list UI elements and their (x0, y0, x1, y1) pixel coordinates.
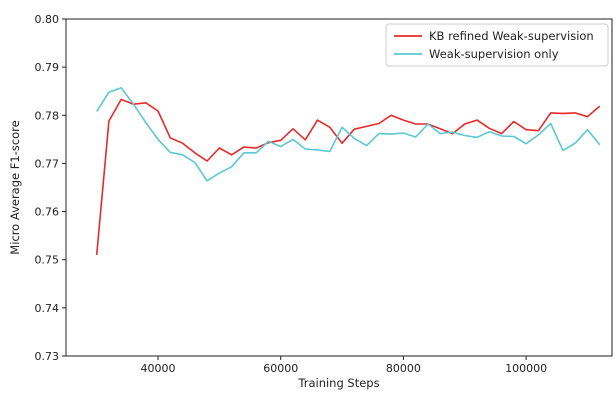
x-tick-label: 80000 (386, 362, 421, 375)
x-tick-label: 60000 (263, 362, 298, 375)
y-tick-label: 0.75 (35, 254, 60, 267)
y-tick-label: 0.74 (35, 302, 60, 315)
legend: KB refined Weak-supervision Weak-supervis… (385, 23, 609, 67)
legend-box (385, 23, 609, 67)
y-axis-label: Micro Average F1-score (8, 120, 22, 254)
x-axis-ticks: 40000 60000 80000 100000 (141, 356, 547, 375)
plot-area (65, 18, 613, 357)
series-line-1 (95, 98, 601, 255)
y-tick-label: 0.76 (35, 206, 60, 219)
series-line-2 (96, 87, 601, 182)
x-tick-label: 40000 (141, 362, 176, 375)
legend-label-2: Weak-supervision only (429, 47, 559, 61)
y-tick-label: 0.73 (35, 350, 60, 363)
y-tick-label: 0.79 (35, 61, 60, 74)
y-tick-label: 0.80 (35, 13, 60, 26)
legend-label-1: KB refined Weak-supervision (429, 29, 594, 43)
x-axis-label: Training Steps (297, 376, 379, 390)
y-tick-label: 0.78 (35, 109, 60, 122)
y-axis-ticks: 0.73 0.74 0.75 0.76 0.77 0.78 0.79 0.80 (35, 13, 66, 363)
x-tick-label: 100000 (505, 362, 547, 375)
y-tick-label: 0.77 (35, 157, 60, 170)
plot-frame (65, 18, 613, 357)
